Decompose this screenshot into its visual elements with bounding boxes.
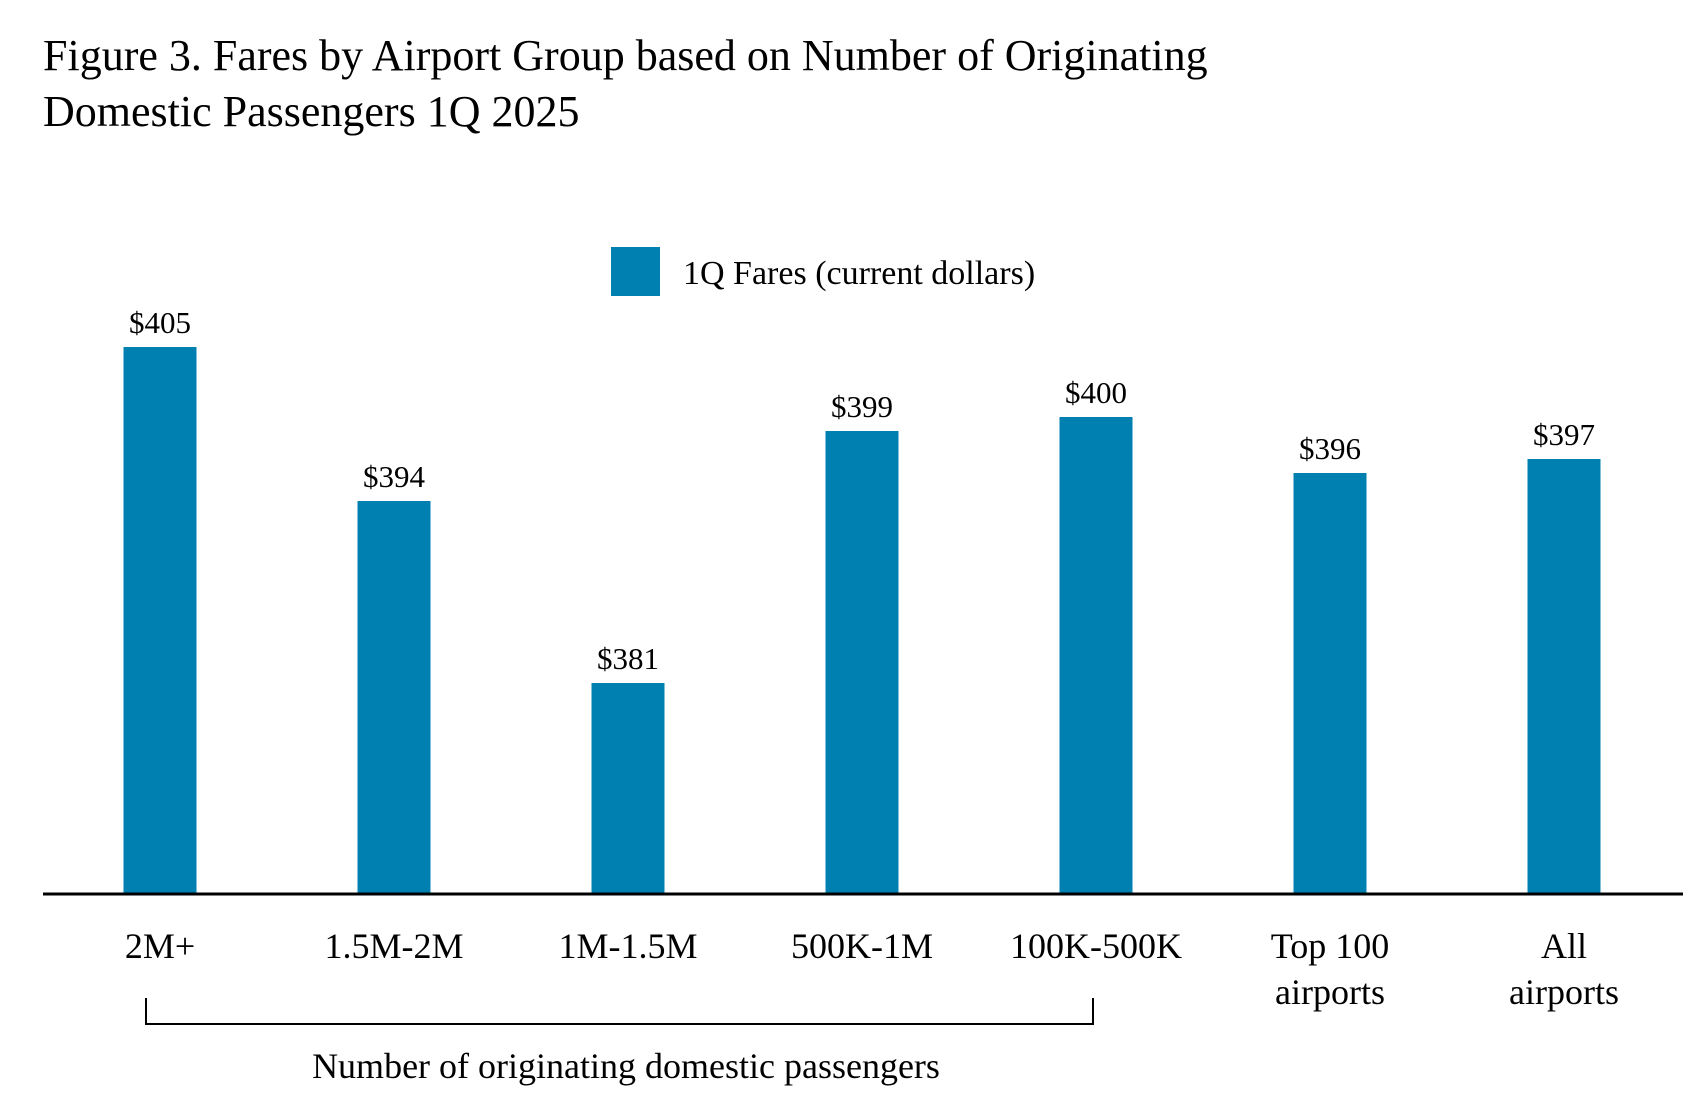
bar (1527, 459, 1601, 893)
x-tick-label: 2M+ (125, 926, 195, 966)
data-labels-group: $405 $394 $381 $399 $400 $396 $397 (129, 305, 1595, 676)
group-bracket: Number of originating domestic passenger… (145, 998, 1094, 1086)
x-tick-label: 500K-1M (791, 926, 933, 966)
bar (1293, 473, 1367, 893)
bracket-line (145, 998, 1094, 1025)
bracket-label: Number of originating domestic passenger… (312, 1046, 940, 1086)
legend: 1Q Fares (current dollars) (611, 247, 1035, 296)
data-label: $396 (1299, 431, 1361, 466)
data-label: $394 (363, 459, 426, 494)
bar (1059, 417, 1133, 893)
chart-title: Figure 3. Fares by Airport Group based o… (43, 28, 1443, 140)
bar (123, 347, 197, 893)
data-label: $397 (1533, 417, 1595, 452)
bar (357, 501, 431, 893)
bar (825, 431, 899, 893)
x-tick-label: 1.5M-2M (324, 926, 463, 966)
data-label: $400 (1065, 375, 1127, 410)
x-tick-label: 1M-1.5M (558, 926, 697, 966)
data-label: $399 (831, 389, 893, 424)
x-tick-label: Top 100 airports (1271, 926, 1389, 1012)
legend-label: 1Q Fares (current dollars) (683, 255, 1035, 292)
x-tick-label: 100K-500K (1010, 926, 1182, 966)
bar (591, 683, 665, 893)
bars-group (123, 347, 1601, 893)
data-label: $381 (597, 641, 659, 676)
chart-title-line-2: Domestic Passengers 1Q 2025 (43, 87, 580, 136)
data-label: $405 (129, 305, 191, 340)
x-tick-labels-group: 2M+ 1.5M-2M 1M-1.5M 500K-1M 100K-500K Top 100… (125, 926, 1619, 1012)
x-tick-label: All airports (1509, 926, 1619, 1012)
legend-swatch (611, 247, 660, 296)
chart-title-line-1: Figure 3. Fares by Airport Group based o… (43, 31, 1208, 80)
